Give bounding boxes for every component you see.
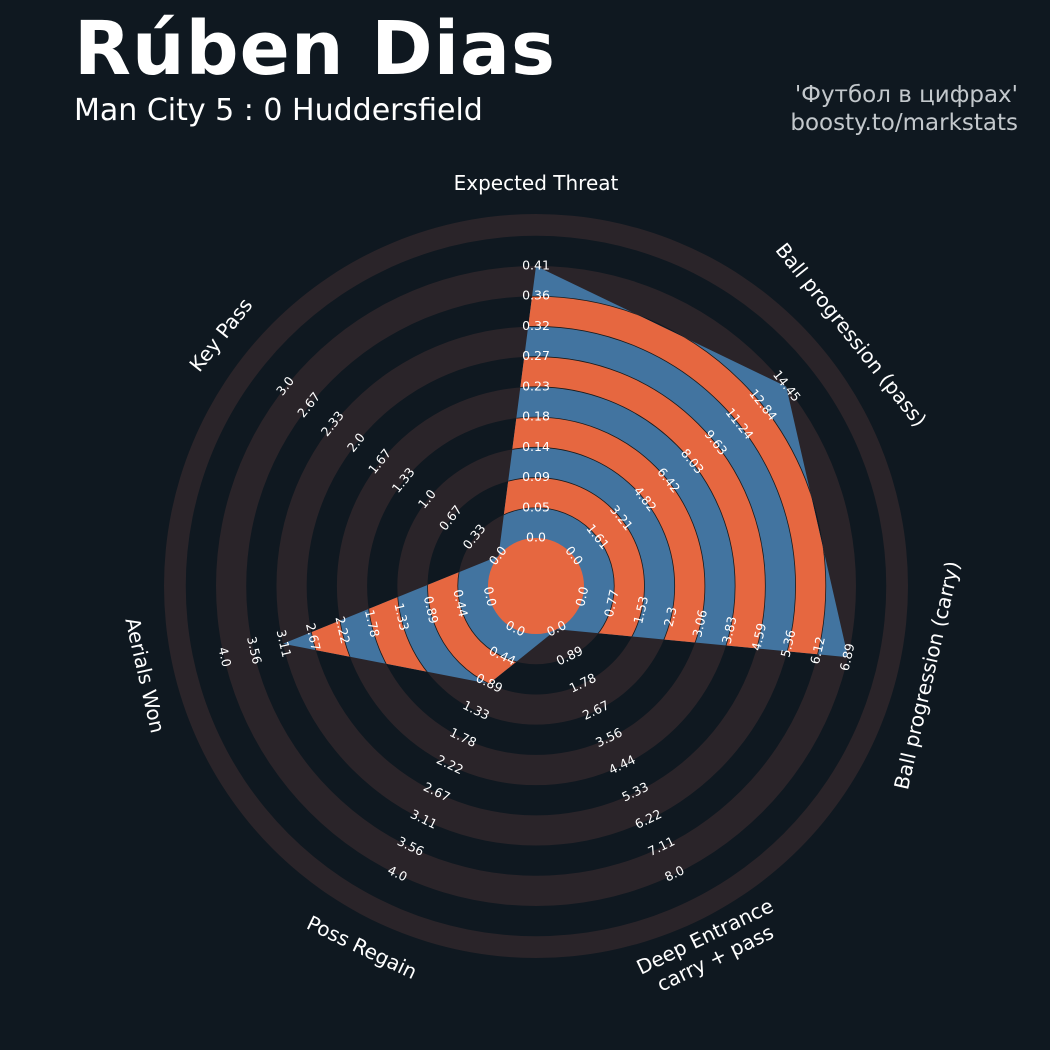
match-subtitle: Man City 5 : 0 Huddersfield <box>74 93 483 128</box>
tick-label: 0.0 <box>481 585 500 608</box>
tick-label: 2.3 <box>661 605 680 628</box>
tick-label: 0.23 <box>522 378 550 393</box>
tick-label: 6.89 <box>837 642 858 673</box>
tick-label: 0.41 <box>522 258 550 273</box>
tick-label: 0.0 <box>572 585 591 608</box>
credit-line-1: 'Футбол в цифрах' <box>794 82 1018 108</box>
tick-label: 2.67 <box>303 622 324 652</box>
tick-label: 4.59 <box>748 622 769 653</box>
tick-label: 6.12 <box>807 635 828 665</box>
tick-label: 0.27 <box>522 348 550 363</box>
tick-label: 0.0 <box>526 530 546 545</box>
tick-label: 0.77 <box>601 588 622 618</box>
value-hub <box>488 538 584 634</box>
tick-label: 3.56 <box>244 635 265 666</box>
tick-label: 3.06 <box>689 608 710 639</box>
tick-label: 0.89 <box>421 595 442 626</box>
tick-label: 4.0 <box>215 646 234 669</box>
tick-label: 1.78 <box>362 608 383 639</box>
credit-line-2: boosty.to/markstats <box>790 110 1018 136</box>
tick-label: 0.44 <box>450 588 471 619</box>
param-label: Expected Threat <box>454 171 619 195</box>
tick-label: 0.14 <box>522 439 550 454</box>
tick-label: 0.32 <box>522 318 550 333</box>
tick-label: 0.05 <box>522 499 550 514</box>
param-label: Aerials Won <box>121 615 171 735</box>
tick-label: 0.09 <box>522 469 550 484</box>
player-name: Rúben Dias <box>74 6 557 92</box>
tick-label: 1.53 <box>630 595 651 625</box>
tick-label: 5.36 <box>778 628 799 659</box>
tick-label: 0.18 <box>522 409 550 424</box>
tick-label: 3.83 <box>719 615 740 645</box>
tick-label: 0.36 <box>522 288 550 303</box>
tick-label: 3.11 <box>274 628 295 658</box>
tick-label: 1.33 <box>391 601 412 631</box>
tick-label: 2.22 <box>332 615 353 645</box>
